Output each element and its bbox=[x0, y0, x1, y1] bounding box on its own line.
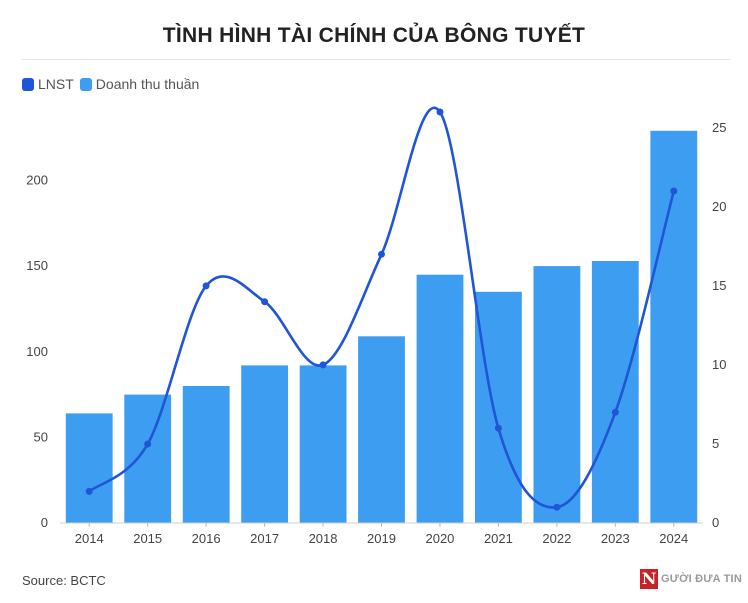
x-tick-label-2020: 2020 bbox=[425, 531, 454, 546]
profit-point-2024 bbox=[670, 187, 678, 195]
chart-axes: 2014 2015 2016 2017 2018 2019 2020 2021 2022 2023… bbox=[26, 120, 726, 546]
revenue-bar-2022 bbox=[533, 266, 581, 523]
revenue-bar-2021 bbox=[475, 291, 522, 523]
profit-point-2018 bbox=[319, 361, 327, 369]
logo-mark: N bbox=[640, 569, 658, 589]
legend-label-lnst: LNST bbox=[38, 76, 74, 92]
revenue-bars bbox=[65, 130, 698, 524]
x-tick-label-2019: 2019 bbox=[367, 531, 396, 546]
x-tick-label-2021: 2021 bbox=[484, 531, 513, 546]
profit-point-2020 bbox=[436, 108, 444, 116]
y-right-tick-label-5: 5 bbox=[712, 436, 719, 451]
y-left-tick-label-100: 100 bbox=[26, 344, 48, 359]
x-tick-label-2017: 2017 bbox=[250, 531, 279, 546]
revenue-bar-2015 bbox=[124, 394, 172, 523]
revenue-bar-2017 bbox=[241, 365, 288, 523]
x-tick-label-2016: 2016 bbox=[192, 531, 221, 546]
logo-text: GƯỜI ĐƯA TIN bbox=[661, 573, 742, 585]
legend-item-revenue[interactable]: Doanh thu thuần bbox=[79, 76, 200, 92]
legend-item-lnst[interactable]: LNST bbox=[22, 76, 74, 92]
chart-legend: LNST Doanh thu thuần bbox=[22, 76, 205, 92]
revenue-bar-2018 bbox=[299, 365, 347, 523]
y-left-tick-label-0: 0 bbox=[41, 515, 48, 530]
publisher-logo: N GƯỜI ĐƯA TIN bbox=[640, 569, 742, 589]
revenue-bar-2014 bbox=[65, 413, 113, 523]
revenue-bar-2020 bbox=[416, 274, 464, 523]
chart-title: TÌNH HÌNH TÀI CHÍNH CỦA BÔNG TUYẾT bbox=[162, 24, 586, 47]
revenue-bar-2016 bbox=[182, 386, 230, 523]
source-note: Source: BCTC bbox=[22, 573, 106, 588]
profit-point-2015 bbox=[144, 440, 152, 448]
x-tick-label-2024: 2024 bbox=[659, 531, 688, 546]
y-right-tick-label-20: 20 bbox=[712, 199, 726, 214]
profit-line-path bbox=[88, 106, 676, 509]
x-tick-label-2014: 2014 bbox=[75, 531, 104, 546]
legend-swatch-lnst bbox=[22, 77, 34, 91]
x-tick-label-2015: 2015 bbox=[133, 531, 162, 546]
y-right-tick-label-15: 15 bbox=[712, 278, 726, 293]
profit-point-2023 bbox=[611, 408, 619, 416]
x-tick-label-2018: 2018 bbox=[309, 531, 338, 546]
y-left-tick-label-50: 50 bbox=[34, 429, 48, 444]
x-tick-label-2023: 2023 bbox=[601, 531, 630, 546]
profit-point-2014 bbox=[85, 487, 93, 495]
legend-swatch-revenue bbox=[79, 77, 92, 91]
profit-line bbox=[85, 106, 678, 511]
profit-point-2022 bbox=[553, 503, 561, 511]
y-left-tick-label-200: 200 bbox=[26, 173, 48, 188]
title-divider bbox=[22, 59, 730, 60]
y-right-tick-label-10: 10 bbox=[712, 357, 726, 372]
revenue-bar-2023 bbox=[591, 261, 639, 523]
y-left-tick-label-150: 150 bbox=[26, 258, 48, 273]
revenue-bar-2019 bbox=[358, 336, 405, 523]
legend-label-revenue: Doanh thu thuần bbox=[95, 76, 200, 92]
x-tick-label-2022: 2022 bbox=[542, 531, 571, 546]
profit-point-2019 bbox=[378, 250, 385, 258]
profit-point-2017 bbox=[261, 298, 269, 306]
y-right-tick-label-0: 0 bbox=[712, 515, 719, 530]
profit-point-2016 bbox=[202, 282, 210, 290]
y-right-tick-label-25: 25 bbox=[712, 120, 726, 135]
profit-point-2021 bbox=[494, 424, 502, 432]
